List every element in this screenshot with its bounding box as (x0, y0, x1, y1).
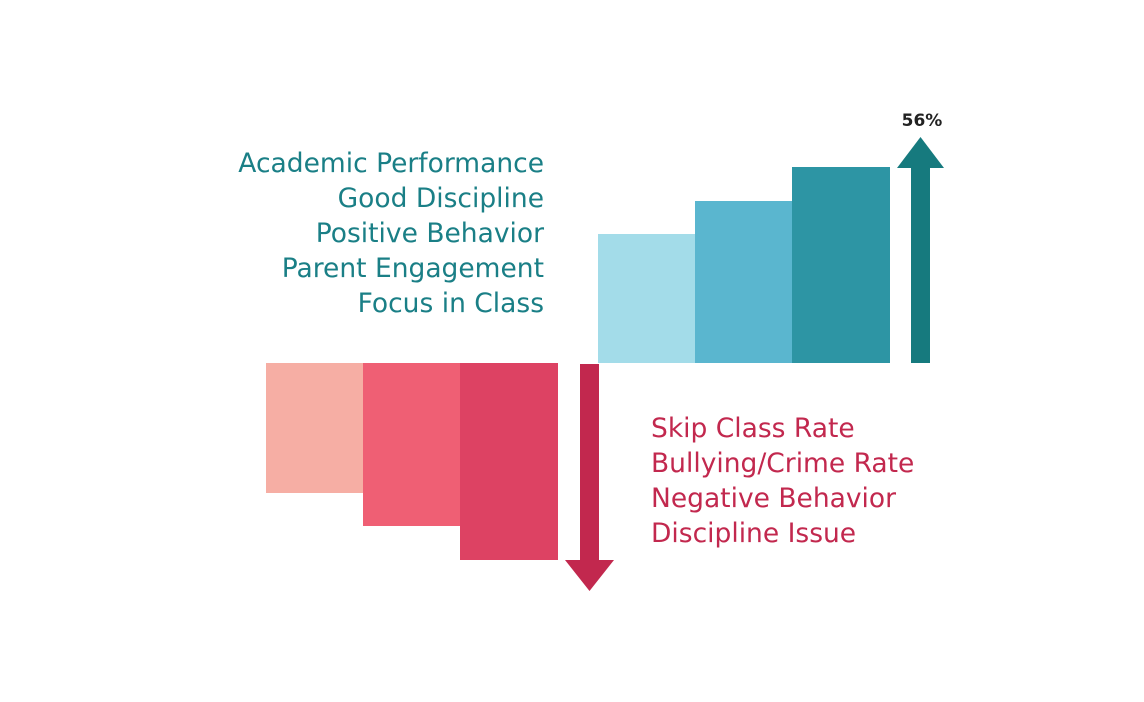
positive-item: Focus in Class (357, 288, 544, 319)
positive-step-3 (792, 167, 890, 363)
positive-outcomes-list: Academic Performance Good Discipline Pos… (238, 146, 544, 321)
negative-step-3 (460, 363, 558, 560)
negative-step-1 (266, 363, 363, 493)
negative-item: Discipline Issue (651, 518, 857, 549)
negative-item: Negative Behavior (651, 483, 897, 514)
negative-step-2 (363, 363, 460, 526)
up-arrow-icon (897, 137, 944, 363)
down-arrow-icon (565, 364, 614, 591)
negative-outcomes-list: Skip Class Rate Bullying/Crime Rate Nega… (651, 411, 914, 551)
negative-item: Skip Class Rate (651, 413, 855, 444)
positive-step-1 (598, 234, 695, 363)
positive-item: Positive Behavior (315, 218, 544, 249)
increase-percentage: 56% (901, 111, 943, 131)
positive-item: Good Discipline (337, 183, 544, 214)
positive-step-2 (695, 201, 792, 363)
positive-item: Parent Engagement (281, 253, 544, 284)
positive-item: Academic Performance (238, 148, 544, 179)
negative-item: Bullying/Crime Rate (651, 448, 915, 479)
